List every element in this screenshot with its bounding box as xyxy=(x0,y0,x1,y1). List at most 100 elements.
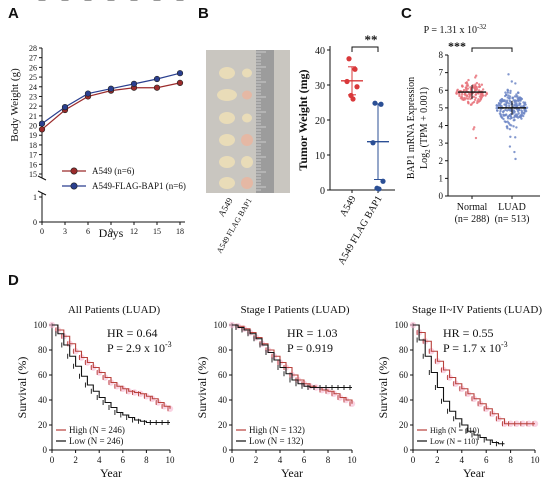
survival-xtick-label: 4 xyxy=(97,455,102,465)
panel-a-data-point xyxy=(153,84,161,91)
survival-ytick-label: 80 xyxy=(38,345,48,355)
panel-c-data-point xyxy=(465,94,469,97)
panel-c-data-point xyxy=(474,136,478,140)
tumor-a549-flag-bap1 xyxy=(241,177,253,189)
panel-b-data-point xyxy=(350,96,356,102)
panel-b-data-point xyxy=(352,66,358,72)
panel-a-xtick-label: 18 xyxy=(176,227,184,236)
survival-ytick-label: 60 xyxy=(38,370,48,380)
panel-c-data-point xyxy=(507,102,511,105)
survival-ytick-label: 100 xyxy=(34,320,48,330)
panel-c-data-point xyxy=(515,93,518,96)
panel-c-data-point xyxy=(456,88,459,92)
survival-ytick-label: 100 xyxy=(395,320,409,330)
panel-b-data-point xyxy=(354,84,360,90)
panel-c-data-point xyxy=(502,117,505,121)
panel-c-data-point xyxy=(477,89,481,92)
survival-ylabel: Survival (%) xyxy=(376,357,390,419)
panel-c-ytick-label: 3 xyxy=(439,138,444,148)
survival-xtick-label: 8 xyxy=(144,455,149,465)
survival-xtick-label: 2 xyxy=(254,455,259,465)
panel-b-significance-bracket xyxy=(351,46,379,52)
panel-a-xtick-label: 0 xyxy=(40,227,44,236)
panel-a-ytick-label: 16 xyxy=(29,160,37,169)
survival-ytick-label: 0 xyxy=(43,445,48,455)
tumor-a549 xyxy=(217,89,237,101)
survival-chart-3: Stage II~IV Patients (LUAD) 0 20 40 60 80 100 0… xyxy=(376,304,542,480)
panel-c-data-point xyxy=(458,94,461,98)
panel-c-data-point xyxy=(500,105,503,108)
survival-ylabel: Survival (%) xyxy=(195,357,209,419)
panel-c-data-point xyxy=(466,87,470,90)
panel-c-data-point xyxy=(460,84,464,87)
survival-ytick-label: 60 xyxy=(399,370,409,380)
panel-a-data-point xyxy=(176,70,184,77)
survival-curve xyxy=(52,324,170,424)
panel-c-data-point xyxy=(502,114,506,117)
survival-pvalue-base: P = 2.9 x 10 xyxy=(107,341,165,355)
panel-c-data-point xyxy=(475,81,479,85)
tumor-a549 xyxy=(219,112,235,124)
panel-c-ytick-label: 2 xyxy=(439,156,444,166)
survival-ytick-label: 40 xyxy=(399,395,409,405)
panel-c-data-point xyxy=(467,101,470,104)
survival-ytick-label: 0 xyxy=(404,445,409,455)
panel-c-ytick-label: 7 xyxy=(439,68,444,78)
survival-xtick-label: 4 xyxy=(460,455,465,465)
panel-letter-d: D xyxy=(8,272,19,289)
panel-a-data-point xyxy=(176,79,184,86)
survival-chart-2: Stage I Patients (LUAD) 0 20 40 60 80 100 0 2 4 6 8… xyxy=(195,304,357,480)
panel-c-data-point xyxy=(469,86,472,89)
survival-xtick-label: 6 xyxy=(302,455,307,465)
panel-a-ytick-label: 17 xyxy=(29,151,37,160)
survival-legend-label: High (N = 246) xyxy=(69,425,125,435)
panel-c-data-point xyxy=(507,121,510,125)
panel-a-legend-label: A549-FLAG-BAP1 (n=6) xyxy=(92,181,186,191)
panel-a-data-point xyxy=(38,120,46,127)
panel-c-data-point xyxy=(519,114,522,118)
panel-c-data-point xyxy=(524,103,527,106)
panel-b-ytick-label: 40 xyxy=(315,46,325,57)
panel-c-data-point xyxy=(506,91,510,94)
tumor-a549-flag-bap1 xyxy=(241,134,253,146)
survival-xtick-label: 8 xyxy=(326,455,331,465)
panel-c-data-point xyxy=(515,102,518,105)
panel-c-data-point xyxy=(469,103,473,106)
panel-c-ylabel-log: Log xyxy=(419,153,430,169)
tumor-a549-flag-bap1 xyxy=(242,90,252,100)
panel-c-data-point xyxy=(505,101,509,104)
panel-a-data-point xyxy=(107,85,115,92)
panel-a-ytick-label: 19 xyxy=(29,131,37,140)
panel-c-data-point xyxy=(474,76,477,79)
panel-a-ytick-label: 26 xyxy=(29,63,37,72)
survival-xtick-label: 0 xyxy=(411,455,416,465)
survival-pvalue-exponent: -3 xyxy=(501,340,508,349)
panel-c-ylabel-line2: Log2 (TPM + 0.001) xyxy=(419,87,432,169)
survival-xtick-label: 6 xyxy=(484,455,489,465)
panel-b-ylabel: Tumor Weight (mg) xyxy=(296,69,310,170)
panel-c-data-point xyxy=(505,99,509,102)
survival-curve xyxy=(232,324,352,389)
panel-c-ytick-label: 4 xyxy=(439,121,444,131)
tumor-a549 xyxy=(219,156,235,168)
panel-c-data-point xyxy=(480,96,483,99)
panel-c-ytick-label: 8 xyxy=(439,50,444,60)
panel-c-data-point xyxy=(517,98,520,102)
panel-a-data-point xyxy=(61,104,69,111)
panel-c-data-point xyxy=(512,119,515,122)
panel-c-data-point xyxy=(512,112,515,115)
panel-c-data-point xyxy=(468,93,471,96)
panel-c-data-point xyxy=(508,114,511,117)
panel-c-category-label: LUAD xyxy=(498,202,526,213)
panel-c-data-point xyxy=(469,97,472,101)
panel-c-data-point xyxy=(514,99,517,102)
panel-a-xtick-label: 3 xyxy=(63,227,67,236)
panel-a-xtick-label: 12 xyxy=(130,227,138,236)
survival-pvalue-base: P = 0.919 xyxy=(287,341,333,355)
survival-ylabel: Survival (%) xyxy=(15,357,29,419)
panel-c-pvalue-base: P = 1.31 x 10 xyxy=(424,25,477,36)
panel-a-body-weight-chart: Body Weight (g) Days 0115161718192021222… xyxy=(9,0,186,240)
panel-c-data-point xyxy=(472,128,475,131)
panel-c-data-point xyxy=(508,95,512,98)
